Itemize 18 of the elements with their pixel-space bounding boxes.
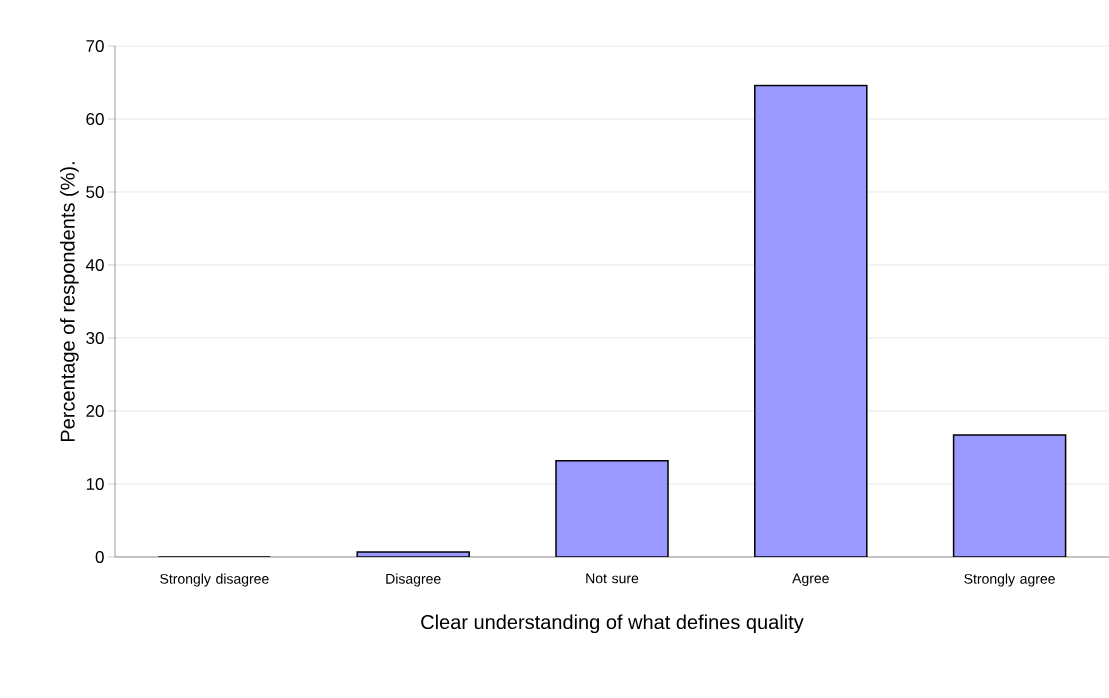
x-tick-label: Agree xyxy=(792,573,829,587)
y-tick-label: 10 xyxy=(86,477,104,491)
y-tick-label: 20 xyxy=(86,404,104,418)
y-tick-label: 70 xyxy=(86,39,104,53)
x-tick-label: Strongly disagree xyxy=(160,573,269,587)
y-tick-label: 50 xyxy=(86,185,104,199)
y-tick-label: 40 xyxy=(85,258,104,272)
x-tick-label: Disagree xyxy=(386,573,441,587)
y-tick-label: 0 xyxy=(95,550,104,564)
x-tick-label: Not sure xyxy=(586,573,639,584)
y-tick-label: 60 xyxy=(86,112,104,126)
x-axis-title: Clear understanding of what defines quality xyxy=(421,614,804,634)
y-tick-label: 30 xyxy=(86,331,104,345)
bar xyxy=(555,459,669,557)
y-axis-title: Percentage of respondents (%). xyxy=(60,162,79,442)
bar xyxy=(952,434,1067,557)
bar xyxy=(754,84,868,557)
x-tick-label: Strongly agree xyxy=(964,573,1055,587)
